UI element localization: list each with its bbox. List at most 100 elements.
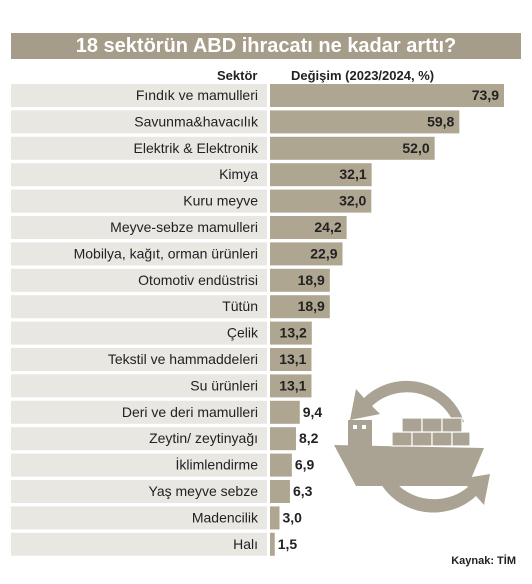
containers-icon <box>391 417 471 447</box>
value-label: 32,1 <box>339 166 366 182</box>
row-band-gap <box>262 532 267 556</box>
value-label: 18,9 <box>298 298 325 314</box>
bar <box>270 374 312 398</box>
bar <box>270 453 292 477</box>
row-band-gap <box>262 400 267 424</box>
row-band <box>11 110 262 134</box>
row-band-gap <box>262 242 267 266</box>
value-label: 18,9 <box>298 272 325 288</box>
value-label: 1,5 <box>278 536 298 552</box>
row-bands <box>11 84 267 556</box>
category-label: Mobilya, kağıt, orman ürünleri <box>74 245 258 261</box>
value-label: 3,0 <box>282 509 302 525</box>
value-label: 32,0 <box>339 193 366 209</box>
value-label: 73,9 <box>472 87 499 103</box>
row-band <box>11 321 262 345</box>
category-label: Tütün <box>222 298 258 314</box>
category-label: Kimya <box>219 166 258 182</box>
source-value: TİM <box>497 555 516 567</box>
category-label: Elektrik & Elektronik <box>134 140 259 156</box>
bar <box>270 348 312 371</box>
bar <box>270 321 312 345</box>
value-label: 22,9 <box>310 245 337 261</box>
bar <box>270 480 290 503</box>
value-label: 24,2 <box>314 219 341 235</box>
row-band <box>11 136 262 160</box>
row-band-gap <box>262 136 267 160</box>
bar <box>270 427 296 451</box>
bar <box>270 110 460 134</box>
change-column-header: Değişim (2023/2024, %) <box>291 68 435 83</box>
source-label: Kaynak: <box>451 555 494 567</box>
cargo-ship-illustration <box>334 380 490 513</box>
upper-circular-arrow-icon <box>350 380 464 424</box>
category-label: Otomotiv endüstrisi <box>138 272 258 288</box>
category-label: Çelik <box>227 325 259 341</box>
row-band <box>11 189 262 213</box>
chart-title: 18 sektörün ABD ihracatı ne kadar arttı? <box>11 33 521 59</box>
row-band <box>11 348 262 371</box>
ship-hull-icon <box>334 445 484 486</box>
row-band <box>11 400 262 424</box>
category-label: Savunma&havacılık <box>134 113 259 129</box>
bar <box>270 163 372 187</box>
value-label: 13,1 <box>279 377 306 393</box>
row-band-gap <box>262 321 267 345</box>
row-band <box>11 480 262 503</box>
row-band-gap <box>262 84 267 107</box>
row-band-gap <box>262 216 267 239</box>
bar <box>270 216 347 239</box>
bar <box>270 400 300 424</box>
row-band <box>11 427 262 451</box>
value-label: 13,1 <box>279 351 306 367</box>
row-band-gap <box>262 295 267 319</box>
category-label: Deri ve deri mamulleri <box>122 404 258 420</box>
row-band-gap <box>262 348 267 371</box>
category-label: Meyve-sebze mamulleri <box>110 219 258 235</box>
row-band-gap <box>262 110 267 134</box>
row-band-gap <box>262 163 267 187</box>
category-label: İklimlendirme <box>176 456 259 473</box>
category-label: Su ürünleri <box>190 377 258 393</box>
row-band-gap <box>262 427 267 451</box>
row-band-gap <box>262 189 267 213</box>
category-label: Fındık ve mamulleri <box>136 87 258 103</box>
category-label: Yaş meyve sebze <box>149 483 259 499</box>
bar <box>270 189 372 213</box>
row-band <box>11 506 262 530</box>
row-band-gap <box>262 480 267 503</box>
bars: Fındık ve mamulleri 73,9 Savunma&havacılık… <box>74 84 504 556</box>
lower-circular-arrow-icon <box>380 474 490 513</box>
value-label: 6,9 <box>295 457 315 473</box>
value-label: 59,8 <box>427 113 454 129</box>
row-band <box>11 216 262 239</box>
bar <box>270 532 275 556</box>
category-label: Kuru meyve <box>183 193 258 209</box>
row-band <box>11 532 262 556</box>
value-label: 13,2 <box>280 325 307 341</box>
category-label: Halı <box>233 536 258 552</box>
value-label: 8,2 <box>299 430 319 446</box>
row-band <box>11 453 262 477</box>
bar <box>270 84 504 107</box>
row-band-gap <box>262 453 267 477</box>
bar <box>270 136 435 160</box>
bar <box>270 295 330 319</box>
row-band-gap <box>262 506 267 530</box>
value-label: 6,3 <box>293 483 313 499</box>
value-label: 52,0 <box>402 140 429 156</box>
category-label: Tekstil ve hammaddeleri <box>108 351 258 367</box>
row-band <box>11 163 262 187</box>
row-band-gap <box>262 268 267 292</box>
source-note: Kaynak: TİM <box>451 555 516 567</box>
row-band <box>11 295 262 319</box>
row-band <box>11 268 262 292</box>
ship-bridge-icon <box>348 420 372 446</box>
sector-column-header: Sektör <box>217 68 258 83</box>
bar <box>270 268 330 292</box>
row-band <box>11 84 262 107</box>
category-label: Madencilik <box>192 509 259 525</box>
value-label: 9,4 <box>303 404 323 420</box>
row-band-gap <box>262 374 267 398</box>
